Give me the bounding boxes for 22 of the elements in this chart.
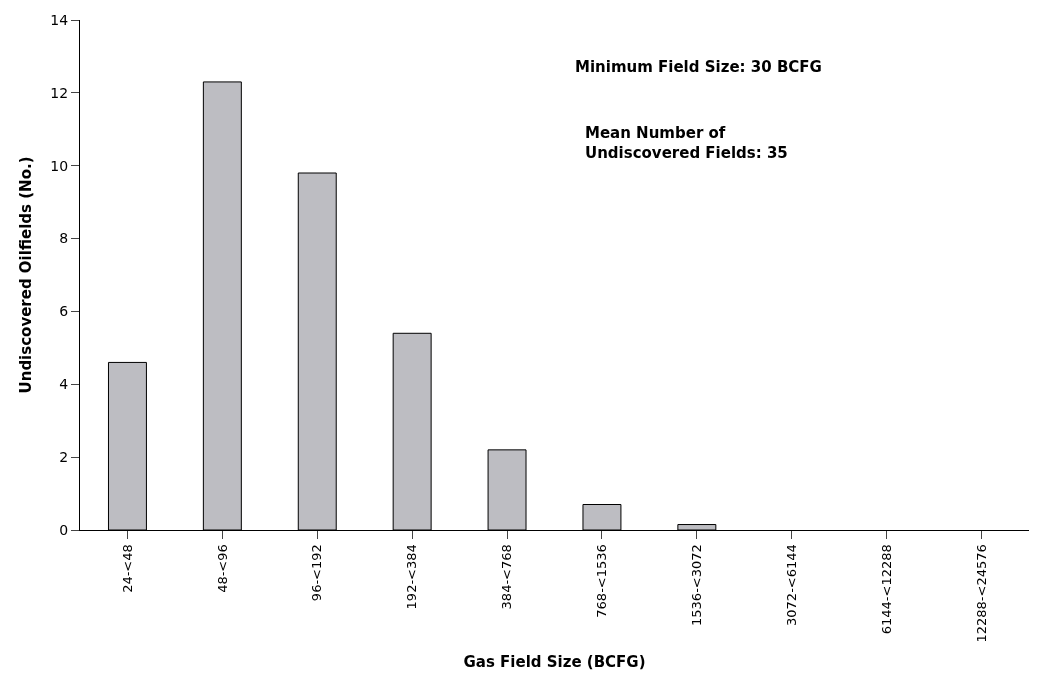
x-tick-label: 1536-<3072 <box>689 544 705 626</box>
y-tick-label: 14 <box>50 11 69 28</box>
y-tick-label: 6 <box>59 303 69 320</box>
x-tick-label: 12288-<24576 <box>973 544 989 643</box>
x-axis-title: Gas Field Size (BCFG) <box>463 653 646 672</box>
x-tick-label: 24-<48 <box>119 544 135 593</box>
x-tick-label: 768-<1536 <box>594 544 610 618</box>
x-tick-label: 192-<384 <box>404 544 420 610</box>
x-tick-label: 6144-<12288 <box>878 544 894 635</box>
x-tick-label: 3072-<6144 <box>783 544 799 626</box>
y-tick-label: 12 <box>50 84 69 101</box>
x-tick-label: 384-<768 <box>499 544 515 610</box>
annotation: Mean Number of Undiscovered Fields: 35 <box>585 124 788 162</box>
x-tick-label: 48-<96 <box>214 544 230 593</box>
x-tick-label: 96-<192 <box>309 544 325 602</box>
y-tick-label: 2 <box>59 449 69 466</box>
y-tick-label: 10 <box>50 157 69 174</box>
y-tick-label: 8 <box>59 230 69 247</box>
y-tick-label: 4 <box>59 376 69 393</box>
y-tick-label: 0 <box>59 521 69 538</box>
annotation: Minimum Field Size: 30 BCFG <box>575 58 822 76</box>
y-axis-title: Undiscovered Oilfields (No.) <box>16 156 35 394</box>
